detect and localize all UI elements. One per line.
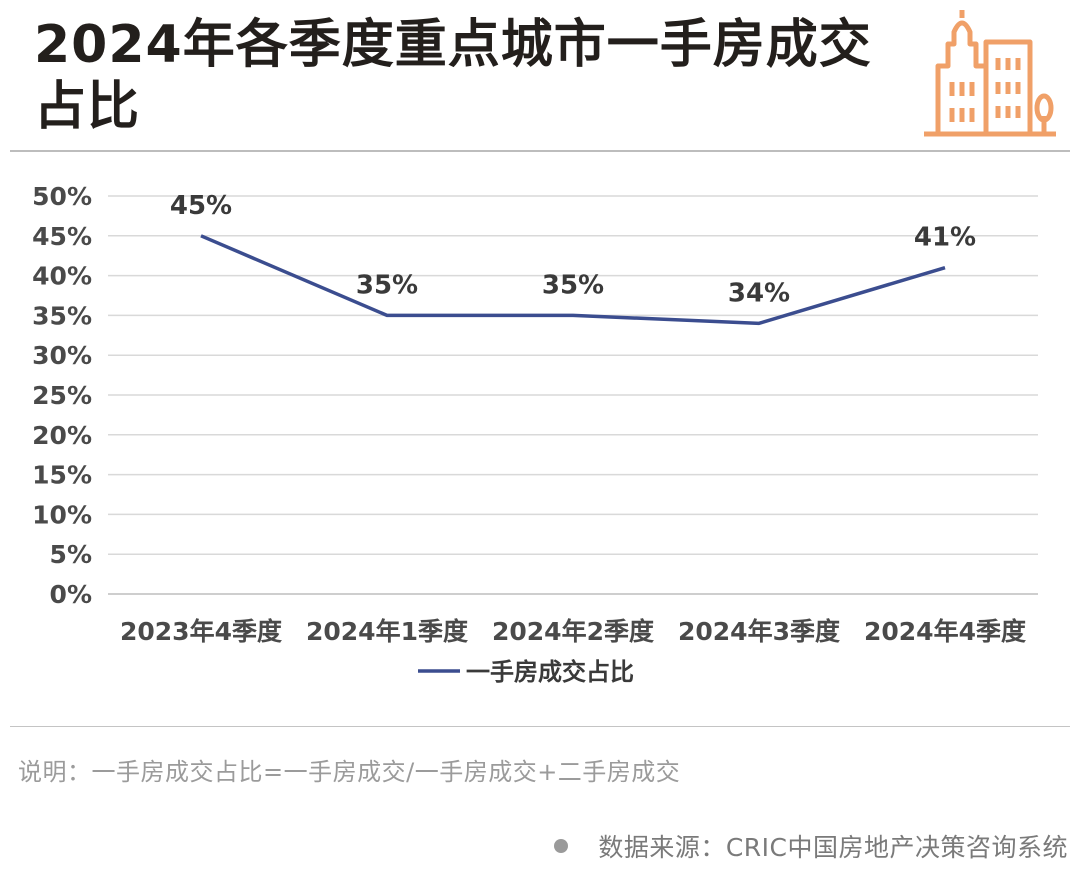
data-label: 35%: [356, 270, 418, 300]
data-label: 34%: [728, 278, 790, 308]
y-tick-label: 5%: [50, 540, 92, 569]
y-tick-label: 15%: [32, 461, 92, 490]
footnote: 说明：一手房成交占比=一手房成交/一手房成交+二手房成交: [18, 758, 681, 786]
y-tick-label: 35%: [32, 301, 92, 330]
series-layer: [200, 234, 946, 326]
bullet-dot-icon: [554, 839, 569, 853]
y-tick-label: 40%: [32, 262, 92, 291]
data-label: 41%: [914, 223, 976, 253]
data-label: 35%: [542, 270, 604, 300]
data-label: 45%: [170, 191, 232, 221]
city-buildings-icon: [924, 10, 1056, 137]
data-source: 数据来源：CRIC中国房地产决策咨询系统: [598, 833, 1068, 862]
x-axis-ticks: 2023年4季度 2024年1季度 2024年2季度 2024年3季度 2024年4季度: [120, 617, 1026, 646]
page-title: 2024年各季度重点城市一手房成交占比: [34, 15, 872, 137]
y-tick-label: 50%: [32, 182, 92, 211]
x-tick-label: 2024年3季度: [678, 617, 840, 646]
grid-lines: [108, 195, 1038, 595]
x-tick-label: 2024年4季度: [864, 617, 1026, 646]
y-axis-ticks: 0% 5% 10% 15% 20% 25% 30% 35% 40% 45% 50%: [32, 182, 92, 609]
y-tick-label: 25%: [32, 381, 92, 410]
x-tick-label: 2024年2季度: [492, 617, 654, 646]
y-tick-label: 30%: [32, 341, 92, 370]
source-row: 数据来源：CRIC中国房地产决策咨询系统: [554, 828, 1068, 864]
y-tick-label: 10%: [32, 500, 92, 529]
line-chart: 0% 5% 10% 15% 20% 25% 30% 35% 40% 45% 50% 2023年4季度…: [32, 182, 1038, 686]
y-tick-label: 45%: [32, 222, 92, 251]
x-tick-label: 2023年4季度: [120, 617, 282, 646]
header-divider: [10, 150, 1070, 152]
x-tick-label: 2024年1季度: [306, 617, 468, 646]
data-labels: 45% 35% 35% 34% 41%: [170, 191, 976, 309]
footer-divider: [10, 726, 1070, 727]
y-tick-label: 0%: [50, 580, 92, 609]
legend: 一手房成交占比: [418, 658, 634, 686]
y-tick-label: 20%: [32, 421, 92, 450]
legend-label: 一手房成交占比: [466, 658, 634, 686]
